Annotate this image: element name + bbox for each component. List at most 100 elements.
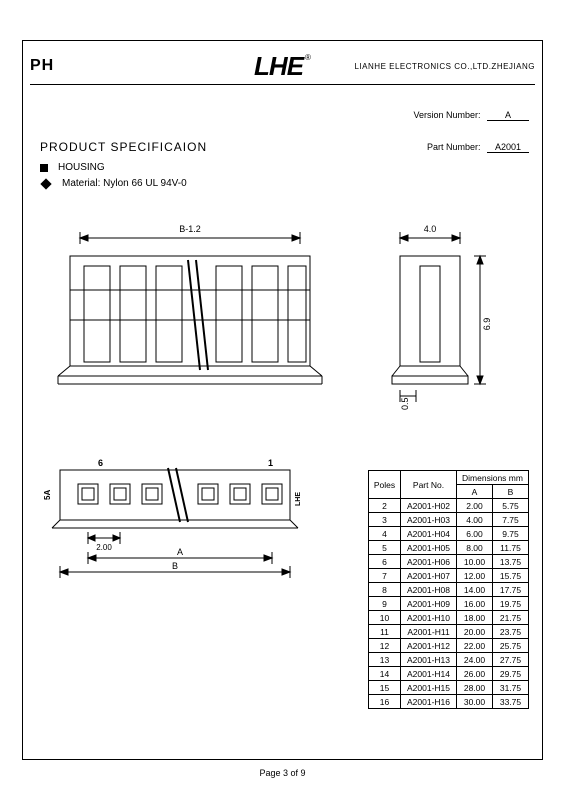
th-dimensions: Dimensions mm <box>457 471 529 485</box>
table-cell: 20.00 <box>457 625 493 639</box>
top-view-diagram: 6 1 5A LHE 2.00 A B <box>40 460 310 590</box>
table-row: 2A2001-H022.005.75 <box>369 499 529 513</box>
table-cell: A2001-H11 <box>401 625 457 639</box>
table-cell: 21.75 <box>493 611 529 625</box>
table-cell: 23.75 <box>493 625 529 639</box>
table-cell: 5 <box>369 541 401 555</box>
table-cell: 12.00 <box>457 569 493 583</box>
table-cell: A2001-H07 <box>401 569 457 583</box>
table-cell: 13 <box>369 653 401 667</box>
part-number-block: Part Number: A2001 <box>427 142 529 153</box>
dim-a: A <box>177 547 183 557</box>
table-row: 6A2001-H0610.0013.75 <box>369 555 529 569</box>
table-cell: 10 <box>369 611 401 625</box>
table-cell: 5.75 <box>493 499 529 513</box>
version-block: Version Number: A <box>413 110 529 121</box>
table-cell: 9 <box>369 597 401 611</box>
page-footer: Page 3 of 9 <box>0 768 565 778</box>
table-cell: 8 <box>369 583 401 597</box>
table-cell: 18.00 <box>457 611 493 625</box>
table-cell: 15.75 <box>493 569 529 583</box>
table-cell: 9.75 <box>493 527 529 541</box>
pin-1-label: 1 <box>268 458 273 468</box>
dimensions-table: Poles Part No. Dimensions mm A B 2A2001-… <box>368 470 529 709</box>
table-cell: A2001-H05 <box>401 541 457 555</box>
table-cell: 11 <box>369 625 401 639</box>
table-cell: 33.75 <box>493 695 529 709</box>
table-cell: 7 <box>369 569 401 583</box>
table-cell: 26.00 <box>457 667 493 681</box>
table-cell: 28.00 <box>457 681 493 695</box>
mark-lhe: LHE <box>295 492 302 506</box>
diamond-bullet-icon <box>40 178 51 189</box>
top-view-svg: 6 1 5A LHE 2.00 A B <box>40 460 310 590</box>
logo-text: LHE <box>254 51 303 82</box>
registered-mark: ® <box>305 53 311 62</box>
table-cell: A2001-H12 <box>401 639 457 653</box>
part-number-label: Part Number: <box>427 142 481 152</box>
table-cell: A2001-H03 <box>401 513 457 527</box>
page-title: PRODUCT SPECIFICAION <box>40 140 207 154</box>
dim-front-width: B-1.2 <box>179 224 201 234</box>
spec-material-row: Material: Nylon 66 UL 94V-0 <box>40 178 187 189</box>
th-a: A <box>457 485 493 499</box>
square-bullet-icon <box>40 164 48 172</box>
table-cell: 14.00 <box>457 583 493 597</box>
table-cell: 31.75 <box>493 681 529 695</box>
table-cell: 4.00 <box>457 513 493 527</box>
table-cell: 3 <box>369 513 401 527</box>
table-cell: 16 <box>369 695 401 709</box>
table-cell: 4 <box>369 527 401 541</box>
table-row: 7A2001-H0712.0015.75 <box>369 569 529 583</box>
header-logo: LHE ® <box>254 51 311 82</box>
mark-5a: 5A <box>43 490 52 500</box>
dim-side-width: 4.0 <box>424 224 437 234</box>
table-cell: 2 <box>369 499 401 513</box>
th-poles: Poles <box>369 471 401 499</box>
spec-housing: HOUSING <box>58 162 105 173</box>
table-cell: 16.00 <box>457 597 493 611</box>
table-cell: 22.00 <box>457 639 493 653</box>
dim-table: Poles Part No. Dimensions mm A B 2A2001-… <box>368 470 529 709</box>
table-row: 14A2001-H1426.0029.75 <box>369 667 529 681</box>
table-cell: A2001-H13 <box>401 653 457 667</box>
company-name: LIANHE ELECTRONICS CO.,LTD.ZHEJIANG <box>355 62 536 71</box>
table-cell: A2001-H08 <box>401 583 457 597</box>
th-b: B <box>493 485 529 499</box>
table-row: 13A2001-H1324.0027.75 <box>369 653 529 667</box>
table-cell: 27.75 <box>493 653 529 667</box>
table-cell: 24.00 <box>457 653 493 667</box>
table-row: 4A2001-H046.009.75 <box>369 527 529 541</box>
table-cell: 12 <box>369 639 401 653</box>
table-cell: 8.00 <box>457 541 493 555</box>
table-cell: 10.00 <box>457 555 493 569</box>
table-cell: 14 <box>369 667 401 681</box>
table-cell: A2001-H10 <box>401 611 457 625</box>
dim-side-offset: 0.5 <box>400 397 410 410</box>
pin-6-label: 6 <box>98 458 103 468</box>
header-underline <box>30 84 535 85</box>
table-row: 8A2001-H0814.0017.75 <box>369 583 529 597</box>
table-header-row: Poles Part No. Dimensions mm <box>369 471 529 485</box>
front-view-diagram: B-1.2 4.0 6.9 <box>40 220 530 430</box>
table-cell: 19.75 <box>493 597 529 611</box>
table-cell: 25.75 <box>493 639 529 653</box>
table-row: 9A2001-H0916.0019.75 <box>369 597 529 611</box>
table-row: 15A2001-H1528.0031.75 <box>369 681 529 695</box>
header: PH LHE ® LIANHE ELECTRONICS CO.,LTD.ZHEJ… <box>30 48 535 84</box>
table-cell: A2001-H09 <box>401 597 457 611</box>
table-row: 11A2001-H1120.0023.75 <box>369 625 529 639</box>
version-label: Version Number: <box>413 110 480 120</box>
table-cell: 6.00 <box>457 527 493 541</box>
table-cell: A2001-H15 <box>401 681 457 695</box>
dim-side-height: 6.9 <box>482 318 492 331</box>
dim-b: B <box>172 561 178 571</box>
version-value: A <box>487 110 529 121</box>
table-row: 10A2001-H1018.0021.75 <box>369 611 529 625</box>
table-row: 16A2001-H1630.0033.75 <box>369 695 529 709</box>
table-cell: 30.00 <box>457 695 493 709</box>
front-view-svg: B-1.2 4.0 6.9 <box>40 220 530 430</box>
spec-material: Material: Nylon 66 UL 94V-0 <box>62 178 187 189</box>
table-row: 5A2001-H058.0011.75 <box>369 541 529 555</box>
table-cell: A2001-H02 <box>401 499 457 513</box>
